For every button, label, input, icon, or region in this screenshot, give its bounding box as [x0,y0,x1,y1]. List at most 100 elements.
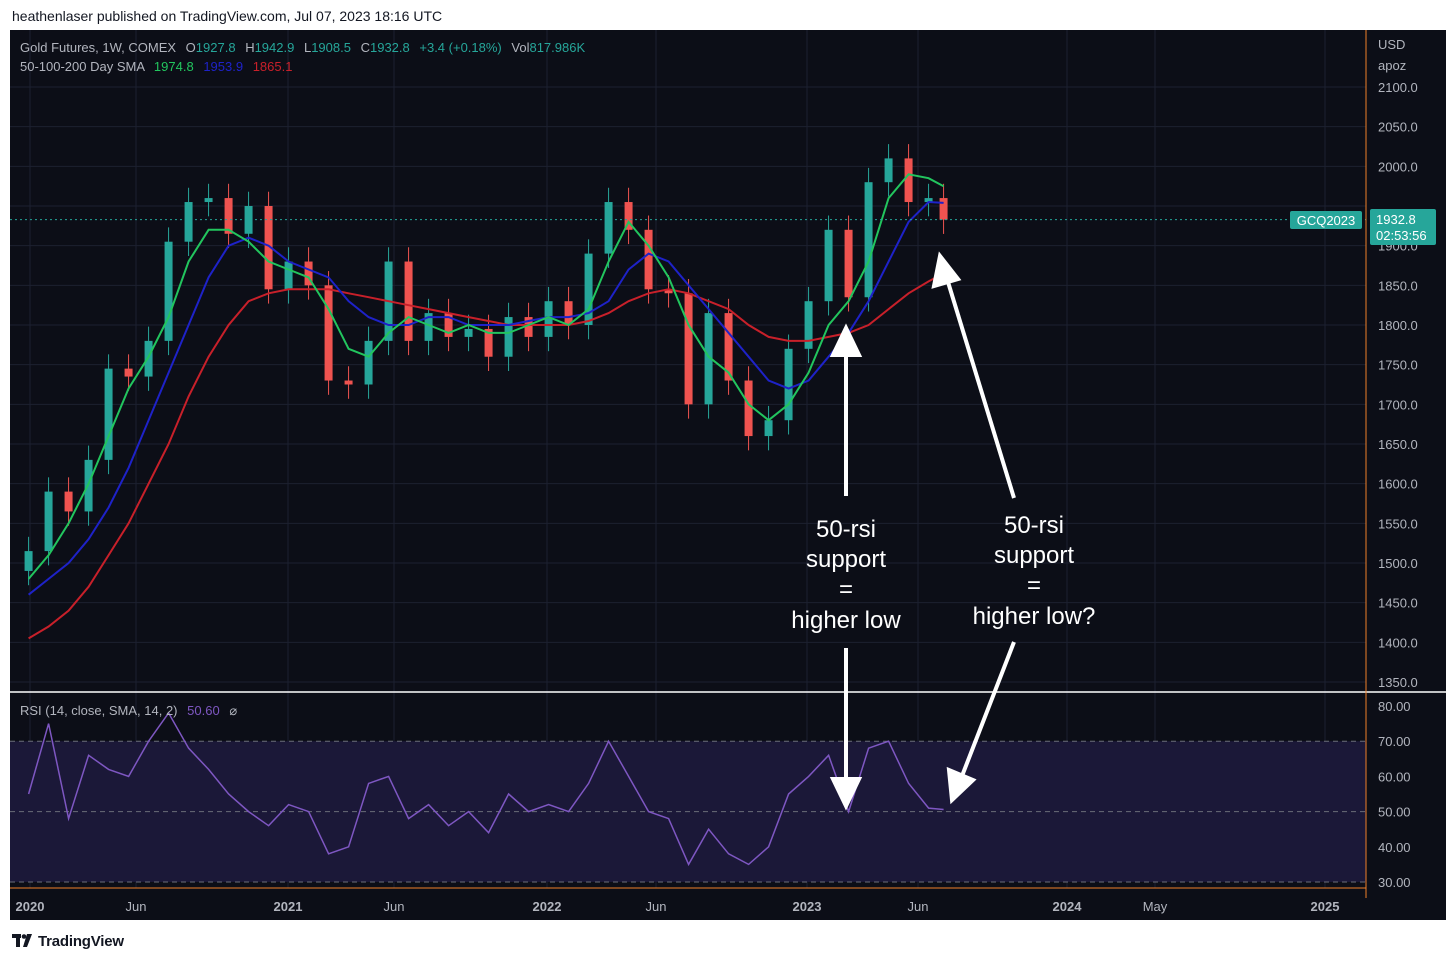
last-price-text: 1932.8 [1376,212,1416,227]
price-tick-label: 1400.0 [1378,635,1418,650]
price-tick-label: 1700.0 [1378,397,1418,412]
rsi-value: 50.60 [187,703,220,718]
candle-body [324,285,333,381]
rsi-levels [10,740,1366,883]
candle-body [824,229,833,302]
time-axis[interactable]: 2020 Jun 2021 Jun 2022 Jun 2023 Jun 2024 May 2025 [16,899,1340,914]
chart-svg[interactable]: 2100.02050.02000.01900.01850.01800.01750… [10,30,1446,920]
currency-label[interactable]: USD [1378,37,1405,52]
time-tick-label: 2021 [274,899,303,914]
low-value: 1908.5 [311,40,351,55]
candle-body [124,368,133,377]
price-tick-label: 1800.0 [1378,318,1418,333]
rsi-tick-label: 50.00 [1378,805,1411,820]
candle-body [304,261,313,286]
rsi-tick-label: 70.00 [1378,734,1411,749]
candle-body [584,253,593,325]
candle-body [704,313,713,405]
candle-body [464,328,473,337]
last-price-badge: 1932.8 02:53:56 [1370,209,1436,245]
footer-brand: TradingView [38,932,124,950]
candle-body [624,202,633,230]
rsi-tick-label: 80.00 [1378,699,1411,714]
candle-body [939,198,948,220]
time-tick-label: 2024 [1053,899,1083,914]
rsi-axis[interactable]: 80.00 70.00 60.00 50.00 40.00 30.00 [1378,699,1411,890]
candles [24,144,948,586]
rsi-hidden-icon: ⌀ [229,703,237,718]
time-tick-label: 2023 [793,899,822,914]
candle-body [204,198,213,203]
candle-body [764,420,773,437]
candle-body [644,229,653,290]
price-tick-label: 1350.0 [1378,675,1418,690]
candle-body [904,158,913,203]
candle-body [924,198,933,203]
arrow-2-down-head [946,766,977,805]
close-label: C [361,40,370,55]
candle-body [844,229,853,298]
sma100-value: 1953.9 [203,59,243,74]
rsi-line-label[interactable]: RSI (14, close, SMA, 14, 2) [20,703,178,718]
scale-secondary-label[interactable]: apoz [1378,58,1406,73]
high-label: H [245,40,254,55]
symbol-line[interactable]: Gold Futures, 1W, COMEX [20,40,176,55]
price-tick-label: 1850.0 [1378,278,1418,293]
candle-body [564,301,573,325]
candle-body [264,206,273,290]
annotation-1-line-3: = [839,576,853,603]
annotation-2-line-1: 50-rsi [1004,512,1064,539]
annotation-2-line-2: support [994,542,1074,569]
annotation-1: 50-rsi support = higher low [791,516,901,634]
tradingview-logo-icon [12,934,32,947]
candle-body [224,198,233,234]
chart-frame[interactable]: 2100.0 2050.0 2000.0 1900.0 1850.0 1800.0 1750… [10,30,1446,920]
candle-body [504,317,513,357]
ticker-badge: GCQ2023 [1290,211,1362,229]
close-value: 1932.8 [370,40,410,55]
sma200-line [28,272,945,640]
candle-body [444,313,453,337]
candle-body [864,182,873,298]
candle-body [104,368,113,460]
rsi-tick-label: 30.00 [1378,875,1411,890]
svg-text:Gold Futures, 1W, COMEX: Gold Futures, 1W, COMEX O1927.8 H1942.9 … [20,40,585,55]
rsi-tick-label: 40.00 [1378,840,1411,855]
arrow-2-up-shaft [946,281,1016,499]
candle-body [24,551,33,571]
candle-body [804,301,813,349]
annotation-2: 50-rsi support = higher low? [973,512,1096,630]
open-label: O [186,40,196,55]
time-tick-label: 2022 [533,899,562,914]
candle-body [724,313,733,381]
time-tick-label: May [1143,899,1168,914]
sma100-line [27,200,944,596]
price-tick-label: 1650.0 [1378,437,1418,452]
price-tick-label: 1550.0 [1378,516,1418,531]
annotation-1-line-2: support [806,546,886,573]
sma-line-label[interactable]: 50-100-200 Day SMA [20,59,145,74]
change-value: +3.4 (+0.18%) [419,40,501,55]
price-tick-label: 2050.0 [1378,120,1418,135]
price-tick-label: 1450.0 [1378,596,1418,611]
time-tick-label: Jun [126,899,147,914]
candle-body [44,491,53,552]
footer[interactable]: TradingView [12,931,124,951]
price-axis[interactable]: 2100.02050.02000.01900.01850.01800.01750… [1378,80,1418,690]
countdown-text: 02:53:56 [1376,228,1427,243]
arrow-2-down-shaft [960,641,1016,777]
candle-body [544,301,553,337]
candle-body [344,380,353,385]
annotation-arrows [829,251,1016,811]
price-tick-label: 1500.0 [1378,556,1418,571]
candle-body [424,313,433,341]
candle-body [144,340,153,377]
candle-body [244,206,253,234]
publisher-line: heathenlaser published on TradingView.co… [12,8,443,24]
price-tick-label: 1600.0 [1378,477,1418,492]
arrow-1-up-head [829,323,863,357]
high-value: 1942.9 [255,40,295,55]
annotation-1-line-4: higher low [791,607,901,634]
candle-body [784,348,793,421]
rsi-line [27,711,944,867]
